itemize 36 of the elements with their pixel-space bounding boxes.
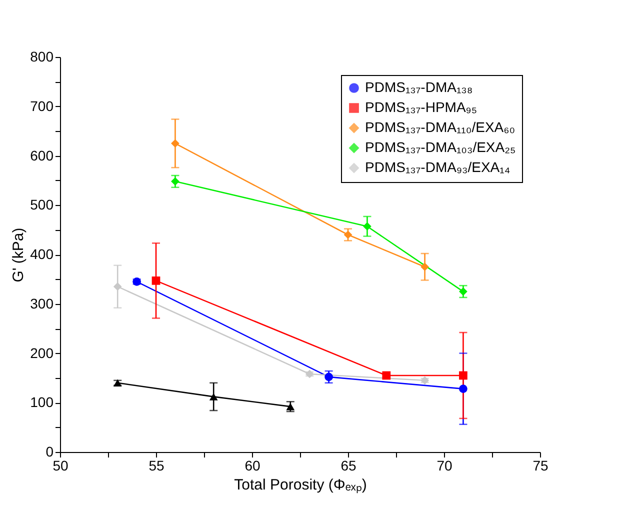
point [209,393,218,400]
y-tick-label: 800 [30,48,54,64]
point [459,371,468,380]
legend-label: PDMS₁₃₇-HPMA₉₅ [365,99,477,115]
legend-label: PDMS₁₃₇-DMA₉₃/EXA₁₄ [365,159,510,175]
point [382,371,391,380]
legend-label: PDMS₁₃₇-DMA₁₁₀/EXA₆₀ [365,119,516,135]
y-tick-label: 0 [46,444,54,460]
y-tick-label: 100 [30,394,54,410]
point [363,222,372,231]
x-tick-label: 50 [52,458,68,474]
y-tick-label: 400 [30,246,54,262]
y-tick-label: 300 [30,295,54,312]
point [459,384,468,393]
legend-label: PDMS₁₃₇-DMA₁₃₈ [365,79,473,95]
legend-label: PDMS₁₃₇-DMA₁₀₃/EXA₂₅ [365,139,516,155]
x-tick-label: 75 [532,458,548,474]
point [113,282,122,291]
point [171,177,180,186]
y-axis-title: G' (kPa) [10,228,28,282]
y-tick-label: 500 [30,196,54,213]
y-tick-label: 700 [30,98,54,114]
y-tick-label: 600 [30,147,54,164]
x-tick-label: 65 [340,458,356,474]
x-tick-label: 55 [148,458,164,474]
point [152,276,160,285]
point [420,262,429,272]
y-tick-label: 200 [30,344,54,361]
point [459,287,468,296]
x-tick-label: 60 [244,458,260,474]
x-axis-title: Total Porosity (Φₑₓₚ) [234,476,367,494]
point [286,402,295,410]
point [324,372,333,382]
point [344,230,352,239]
point [171,139,180,148]
x-tick-label: 70 [436,458,452,474]
